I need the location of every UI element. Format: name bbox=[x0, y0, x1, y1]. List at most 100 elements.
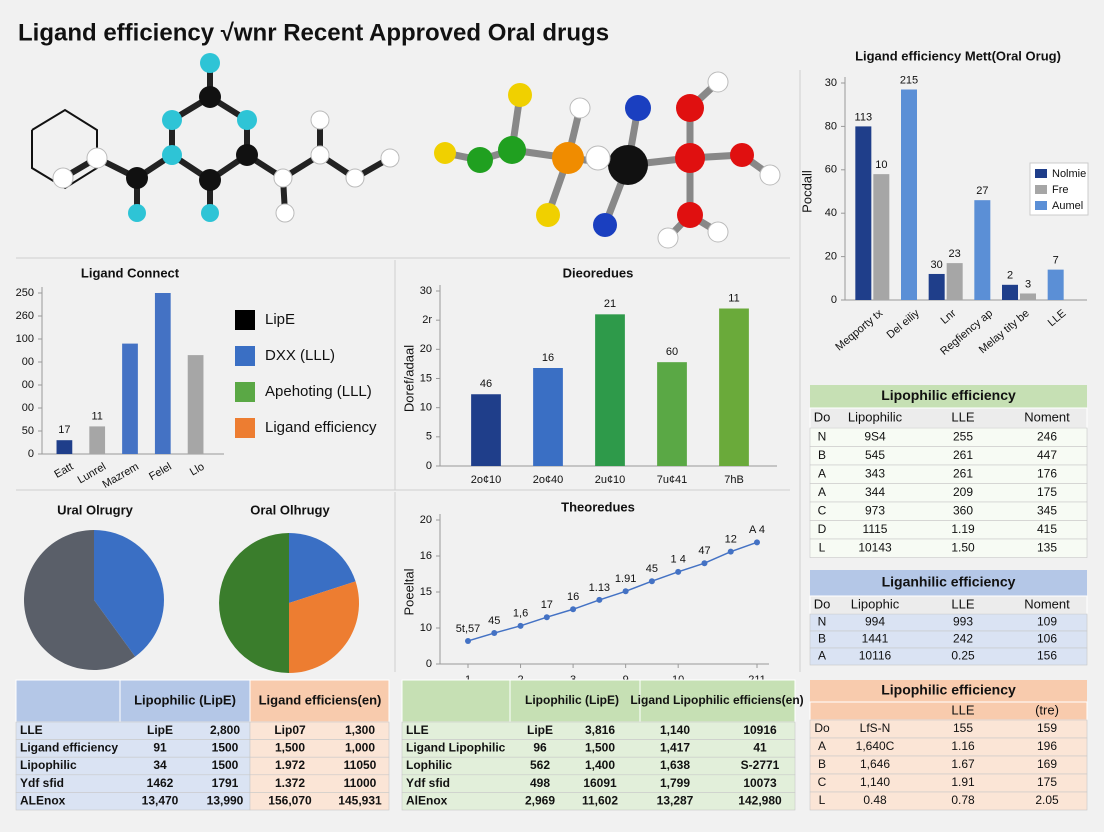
table-cell: 343 bbox=[865, 466, 885, 480]
bar-note: 10 bbox=[875, 159, 887, 171]
table-cell: 1,000 bbox=[345, 741, 375, 755]
table-cell: 1,140 bbox=[860, 775, 890, 789]
table-header: Do bbox=[814, 596, 831, 611]
table-cell: 1.19 bbox=[951, 522, 975, 536]
table-cell: AlEnox bbox=[406, 793, 448, 807]
bar bbox=[89, 426, 106, 454]
bar bbox=[657, 362, 687, 466]
bar bbox=[154, 293, 171, 454]
table-header: LLE bbox=[951, 702, 974, 717]
table-cell: 1.972 bbox=[275, 758, 305, 772]
bar bbox=[928, 273, 945, 300]
molecule-left bbox=[31, 53, 400, 223]
table-cell: Lip07 bbox=[274, 723, 306, 737]
legend-label: Apehoting (LLL) bbox=[265, 383, 372, 400]
y-tick-label: 30 bbox=[420, 285, 432, 297]
table-cell: 156,070 bbox=[268, 793, 312, 807]
table-cell: 1,140 bbox=[660, 723, 690, 737]
bar bbox=[946, 263, 963, 300]
table-cell: S-2771 bbox=[741, 758, 780, 772]
table-header: Noment bbox=[1024, 596, 1070, 611]
y-tick-label: 40 bbox=[825, 207, 837, 219]
bar bbox=[873, 174, 890, 300]
table-header-bg bbox=[15, 679, 121, 723]
table-cell: B bbox=[818, 757, 826, 771]
bar-note: 23 bbox=[949, 248, 961, 260]
legend-swatch bbox=[235, 346, 255, 366]
table-cell: Ydf sfid bbox=[20, 776, 64, 790]
table-cell: Lophilic bbox=[406, 758, 452, 772]
table-cell: 246 bbox=[1037, 429, 1057, 443]
table-cell: 91 bbox=[153, 741, 167, 755]
table-cell: 1500 bbox=[212, 741, 239, 755]
y-tick-label: 16 bbox=[420, 550, 432, 562]
table-cell: A bbox=[818, 485, 826, 499]
bar-note: 11 bbox=[91, 410, 102, 422]
table-cell: 2,800 bbox=[210, 723, 240, 737]
table-header-bg bbox=[249, 679, 390, 723]
table-cell: 11000 bbox=[344, 776, 377, 790]
bar-note: 3 bbox=[1025, 278, 1031, 290]
point bbox=[727, 548, 734, 555]
table-cell: 142,980 bbox=[738, 793, 782, 807]
legend-swatch bbox=[235, 310, 255, 330]
table-cell: 3,816 bbox=[585, 723, 615, 737]
page-title: Ligand efficiency √wnr Recent Approved O… bbox=[18, 19, 609, 46]
point bbox=[517, 622, 524, 629]
y-tick-label: 00 bbox=[22, 356, 34, 368]
table-title: Lipophilic efficiency bbox=[881, 387, 1016, 403]
table-cell: Lipophilic bbox=[20, 758, 77, 772]
point bbox=[491, 630, 498, 637]
table-cell: 1500 bbox=[212, 758, 239, 772]
table-header-bg bbox=[509, 679, 641, 723]
panel-dividers bbox=[16, 70, 801, 672]
y-tick-label: 00 bbox=[22, 402, 34, 414]
table-cell: 562 bbox=[530, 758, 550, 772]
pie-slice bbox=[289, 533, 356, 603]
point-note: 1,6 bbox=[513, 608, 528, 620]
table-cell: 261 bbox=[953, 448, 973, 462]
pie-slice bbox=[289, 581, 359, 673]
table-cell: LipE bbox=[147, 723, 173, 737]
table-cell: 16091 bbox=[583, 776, 617, 790]
bar-note: 30 bbox=[931, 259, 943, 271]
table-cell: 1.372 bbox=[275, 776, 305, 790]
point-note: A 4 bbox=[749, 524, 765, 536]
table-cell: 155 bbox=[953, 721, 973, 735]
table-cell: 196 bbox=[1037, 739, 1057, 753]
legend-swatch bbox=[1035, 185, 1047, 194]
table-header: (tre) bbox=[1035, 702, 1059, 717]
table-cell-bg bbox=[809, 791, 1088, 811]
point-note: 47 bbox=[698, 545, 710, 557]
pie-slice bbox=[94, 530, 164, 657]
bar bbox=[1002, 284, 1018, 300]
table-header: Ligand Lipophilic efficiens(en) bbox=[630, 693, 803, 707]
bar-note: 46 bbox=[480, 378, 492, 390]
table-cell-bg bbox=[401, 792, 796, 811]
table-title: Lipophilic efficiency bbox=[881, 682, 1016, 698]
table-cell: 1,417 bbox=[660, 741, 690, 755]
y-tick-label: 10 bbox=[420, 402, 432, 414]
legend-swatch bbox=[1035, 169, 1047, 178]
table-cell: 10116 bbox=[859, 649, 892, 663]
table-cell-bg bbox=[809, 647, 1088, 666]
point-note: 16 bbox=[567, 591, 579, 603]
table-title-bg bbox=[810, 385, 1087, 408]
bar bbox=[533, 368, 563, 466]
table-cell: 415 bbox=[1037, 522, 1057, 536]
y-tick-label: 0 bbox=[426, 460, 432, 472]
point bbox=[648, 578, 655, 585]
table-cell: 1,646 bbox=[860, 757, 890, 771]
chart-title: Ural Olrugry bbox=[57, 502, 134, 517]
table-cell: Ligand Lipophilic bbox=[406, 741, 506, 755]
table-cell: 13,990 bbox=[207, 793, 244, 807]
pie-slice bbox=[219, 533, 289, 673]
table-cell: 41 bbox=[753, 741, 767, 755]
point-note: 1.91 bbox=[615, 573, 636, 585]
table-cell: 176 bbox=[1037, 466, 1057, 480]
y-tick-label: 20 bbox=[420, 514, 432, 526]
point bbox=[701, 560, 708, 567]
table-cell: Ligand efficiency bbox=[20, 741, 118, 755]
table-cell: 1,400 bbox=[585, 758, 615, 772]
